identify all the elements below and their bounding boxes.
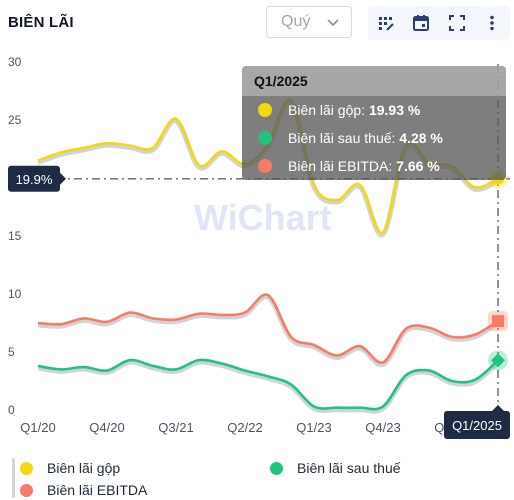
tooltip-label: Biên lãi sau thuế: [288, 130, 400, 146]
x-tick-label: Q1/23 [296, 420, 331, 435]
legend-dot [270, 461, 283, 475]
y-tick-label: 10 [8, 287, 22, 301]
tooltip-value: 7.66 % [396, 158, 440, 174]
legend-item-ebitda-margin[interactable]: Biên lãi EBITDA [20, 482, 147, 498]
legend-dot [20, 461, 33, 475]
legend-label: Biên lãi gộp [47, 460, 121, 476]
legend-label: Biên lãi EBITDA [47, 482, 148, 498]
series-line-ebitda-margin [37, 293, 499, 364]
tooltip-dot [258, 103, 272, 117]
chart-options-button[interactable] [373, 10, 399, 36]
more-vertical-icon [490, 15, 495, 31]
crosshair-y-label-box [8, 165, 60, 192]
tooltip-row: Biên lãi sau thuế: 4.28 % [242, 124, 506, 152]
fullscreen-icon [448, 15, 465, 31]
x-tick-label: Q2/22 [227, 420, 262, 435]
y-tick-label: 0 [8, 403, 15, 417]
tooltip-row: Biên lãi EBITDA: 7.66 % [242, 152, 506, 180]
tooltip-period: Q1/2025 [242, 66, 506, 96]
tooltip-dot [258, 159, 272, 173]
crosshair-x-label-pointer [492, 405, 504, 411]
chart-tooltip: Q1/2025 Biên lãi gộp: 19.93 % Biên lãi s… [242, 66, 506, 180]
crosshair-x-label-box [444, 411, 510, 439]
watermark-logo: WiChart [194, 197, 332, 238]
marker-net-margin [491, 353, 505, 368]
x-tick-label: Q1/20 [20, 420, 55, 435]
tooltip-value: 19.93 % [368, 102, 421, 118]
period-select-value: Quý [281, 13, 311, 30]
y-tick-label: 30 [8, 55, 22, 69]
chevron-down-icon [327, 19, 339, 27]
legend-label: Biên lãi sau thuế [297, 460, 401, 476]
legend-item-gross-margin[interactable]: Biên lãi gộp [20, 460, 120, 476]
chart-toolbar [368, 6, 510, 40]
crosshair-y-label: 19.9% [16, 172, 53, 187]
more-options-button[interactable] [479, 10, 505, 36]
legend-divider [12, 458, 15, 498]
page-title: BIÊN LÃI [8, 14, 74, 31]
fullscreen-button[interactable] [444, 10, 470, 36]
calendar-icon [413, 15, 430, 31]
x-tick-label: Q3/21 [158, 420, 193, 435]
series-shadow-net-margin [37, 359, 500, 414]
legend-dot [20, 483, 33, 497]
legend-item-net-margin[interactable]: Biên lãi sau thuế [270, 460, 401, 476]
series-line-net-margin [37, 358, 499, 411]
x-tick-label: Q4/23 [365, 420, 400, 435]
x-tick-label: Q4/20 [89, 420, 124, 435]
tooltip-dot [258, 131, 272, 145]
chart-legend: Biên lãi gộp Biên lãi sau thuế Biên lãi … [12, 458, 512, 498]
crosshair-y-label-pointer [60, 172, 66, 185]
crosshair-x-label: Q1/2025 [452, 418, 502, 433]
period-select[interactable]: Quý [266, 6, 352, 38]
tooltip-label: Biên lãi gộp: [288, 102, 369, 118]
tooltip-value: 4.28 % [399, 130, 443, 146]
y-tick-label: 15 [8, 229, 22, 243]
marker-ebitda-margin [492, 315, 504, 328]
series-shadow-ebitda-margin [37, 294, 500, 368]
chart-options-icon [378, 17, 394, 31]
calendar-button[interactable] [408, 10, 434, 36]
y-tick-label: 5 [8, 345, 15, 359]
tooltip-row: Biên lãi gộp: 19.93 % [242, 96, 506, 124]
tooltip-label: Biên lãi EBITDA: [288, 158, 397, 174]
y-tick-label: 25 [8, 113, 22, 127]
